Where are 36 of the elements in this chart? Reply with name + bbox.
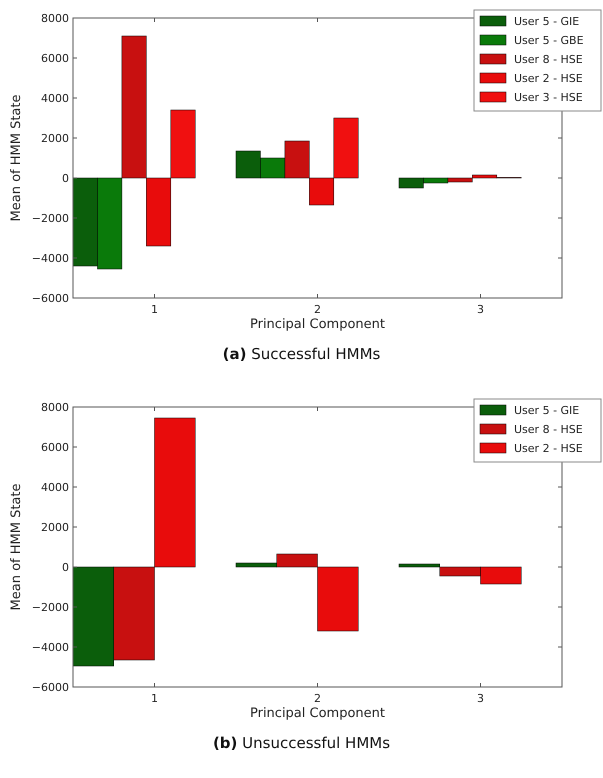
y-tick-label: 2000 [41, 520, 69, 534]
y-tick-label: 2000 [41, 132, 69, 145]
x-tick-label: 2 [314, 692, 321, 705]
x-tick-label: 1 [151, 692, 158, 705]
text: (a) Successful HMMs [222, 345, 381, 363]
legend-label: User 2 - HSE [514, 442, 583, 455]
y-tick-label: 6000 [41, 52, 69, 65]
legend-label: User 2 - HSE [514, 72, 583, 85]
y-axis-title: Mean of HMM State [9, 94, 24, 222]
legend-label: User 5 - GIE [514, 404, 580, 417]
x-tick-label: 2 [314, 303, 321, 316]
y-axis-title: Mean of HMM State [9, 484, 24, 610]
x-tick-label: 1 [151, 303, 158, 316]
x-tick-label: 3 [477, 303, 484, 316]
y-tick-label: −2000 [32, 600, 69, 614]
legend-label: User 8 - HSE [514, 422, 583, 436]
y-tick-label: −6000 [32, 680, 69, 694]
y-tick-label: −4000 [32, 252, 69, 265]
y-tick-label: 6000 [41, 440, 69, 454]
x-axis-title: Principal Component [250, 317, 386, 332]
y-tick-label: −2000 [32, 212, 69, 225]
y-tick-label: 8000 [41, 400, 69, 414]
y-tick-label: 4000 [41, 480, 69, 494]
y-tick-label: 8000 [41, 12, 69, 25]
y-tick-label: 0 [62, 172, 69, 185]
legend-label: User 3 - HSE [514, 90, 583, 104]
legend-label: User 5 - GIE [514, 14, 580, 28]
x-tick-label: 3 [477, 692, 484, 705]
x-axis-title: Principal Component [250, 706, 386, 721]
y-tick-label: −6000 [32, 292, 69, 305]
legend-label: User 5 - GBE [514, 34, 584, 47]
y-tick-label: 4000 [41, 92, 69, 105]
legend-label: User 8 - HSE [514, 52, 583, 66]
y-tick-label: −4000 [32, 640, 69, 654]
text: (b) Unsuccessful HMMs [212, 734, 390, 752]
y-tick-label: 0 [62, 560, 69, 574]
